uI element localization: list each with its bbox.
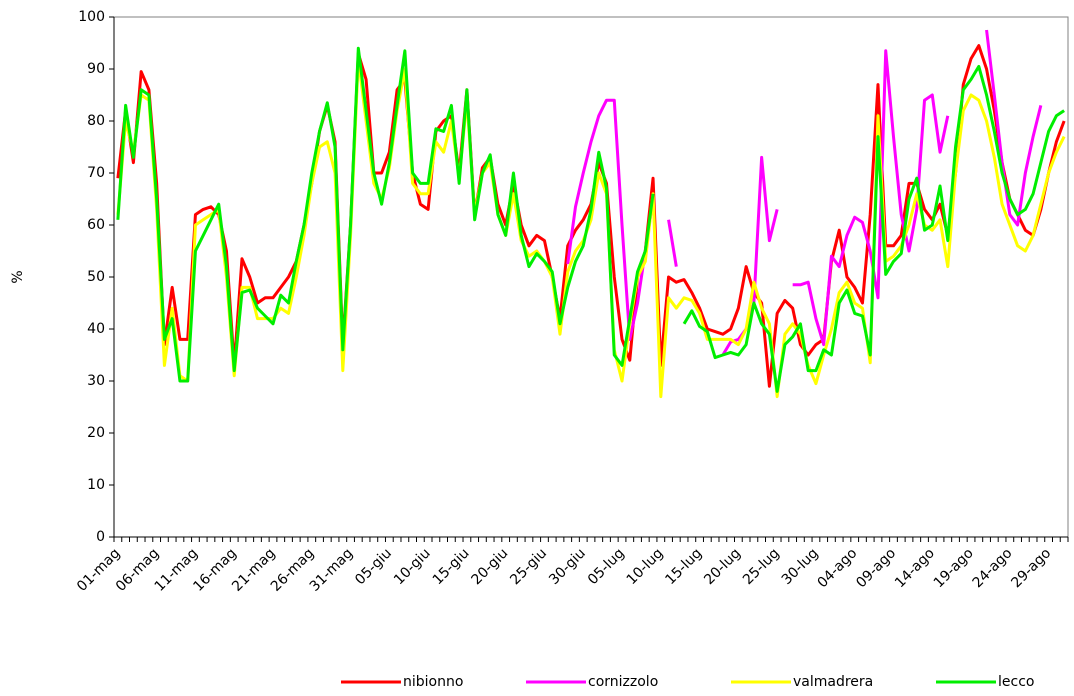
- x-tick-label: 05-giu: [352, 545, 395, 588]
- legend-label: valmadrera: [793, 674, 873, 690]
- line-series: [116, 57, 1066, 399]
- y-tick-label: 20: [87, 425, 105, 441]
- x-tick-label: 15-lug: [662, 545, 705, 588]
- y-tick-label: 60: [87, 217, 105, 233]
- x-tick-label: 04-ago: [814, 545, 860, 591]
- y-axis-label: %: [10, 270, 26, 283]
- x-tick-label: 25-giu: [507, 545, 550, 588]
- y-tick-label: 40: [87, 321, 105, 337]
- legend-label: nibionno: [403, 674, 463, 690]
- legend-label: lecco: [998, 674, 1034, 690]
- x-tick-label: 15-giu: [430, 545, 473, 588]
- x-tick-label: 05-lug: [585, 545, 628, 588]
- y-tick-label: 50: [87, 269, 105, 285]
- y-tick-label: 80: [87, 113, 105, 129]
- x-tick-label: 20-lug: [701, 545, 744, 588]
- x-tick-label: 29-ago: [1008, 545, 1054, 591]
- y-tick-label: 100: [78, 9, 105, 25]
- y-tick-label: 10: [87, 477, 105, 493]
- line-series: [116, 46, 1065, 393]
- y-tick-label: 90: [87, 61, 105, 77]
- x-tick-label: 30-giu: [546, 545, 589, 588]
- x-tick-label: 14-ago: [892, 545, 938, 591]
- x-tick-label: 31-mag: [307, 545, 356, 594]
- x-tick-label: 10-giu: [391, 545, 434, 588]
- x-tick-label: 24-ago: [970, 545, 1016, 591]
- x-tick-label: 19-ago: [931, 545, 977, 591]
- plot-border: [113, 16, 1069, 538]
- x-tick-label: 20-giu: [469, 545, 512, 588]
- x-tick-label: 10-lug: [624, 545, 667, 588]
- y-tick-label: 0: [96, 529, 105, 545]
- y-tick-label: 70: [87, 165, 105, 181]
- y-tick-label: 30: [87, 373, 105, 389]
- x-tick-label: 09-ago: [853, 545, 899, 591]
- x-tick-label: 25-lug: [740, 545, 783, 588]
- legend-label: cornizzolo: [588, 674, 658, 690]
